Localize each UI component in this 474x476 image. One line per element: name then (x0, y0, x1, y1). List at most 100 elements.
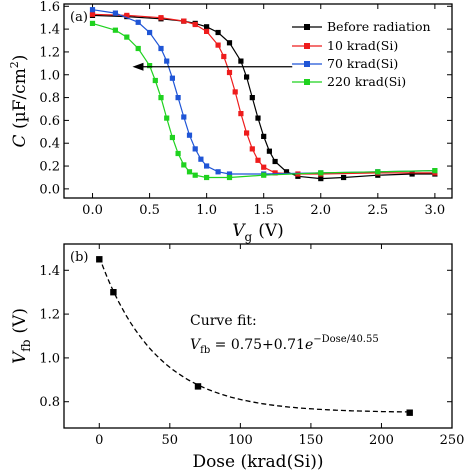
data-point (181, 162, 187, 168)
x-tick-label: 2.5 (367, 203, 388, 218)
fit-eq-rhs: = 0.75+0.71 (210, 337, 305, 353)
data-point (375, 169, 381, 175)
y-tick-label: 1.6 (39, 0, 60, 15)
data-point (112, 27, 118, 33)
data-point (244, 74, 250, 80)
x-tick-label: 3.0 (425, 203, 446, 218)
panel-a-legend: Before radiation 10 krad(Si) 70 krad(Si)… (292, 19, 431, 89)
data-point (181, 114, 187, 120)
data-point (238, 111, 244, 117)
legend-entry-before-radiation: Before radiation (292, 19, 431, 34)
x-tick-label: 150 (298, 433, 323, 448)
panel-a: 0.0 0.5 1.0 1.5 2.0 2.5 3.0 0.0 0.2 0.4 0.6 0.8 1.0 1… (8, 0, 453, 244)
data-point (198, 156, 204, 162)
data-point (204, 163, 210, 169)
legend-marker (304, 24, 310, 30)
x-tick-label: 100 (228, 433, 253, 448)
x-tick-label: 1.5 (253, 203, 274, 218)
data-point (135, 45, 141, 52)
panel-b-ticks: 0 50 100 150 200 250 0.8 1.0 1.2 1.4 (39, 244, 464, 448)
data-point (261, 164, 267, 170)
x-tick-label: 200 (369, 433, 394, 448)
data-point (255, 157, 261, 163)
data-point (112, 10, 118, 16)
y-tick-label: 0.6 (39, 114, 60, 129)
data-point (147, 63, 153, 69)
x-label-subscript: g (245, 230, 253, 244)
panel-b: 0 50 100 150 200 250 0.8 1.0 1.2 1.4 (b) Curve fi… (10, 243, 464, 472)
data-point (244, 130, 250, 136)
data-point (175, 150, 181, 157)
y-tick-label: 0.4 (39, 137, 60, 152)
panel-a-plot-frame (63, 3, 453, 199)
y-label-subscript: fb (19, 339, 33, 351)
data-point (192, 21, 198, 28)
legend-entry-70-krad: 70 krad(Si) (292, 56, 398, 71)
data-point (272, 158, 278, 165)
data-point (272, 170, 278, 176)
y-tick-label: 1.4 (39, 264, 60, 279)
data-point (261, 133, 267, 139)
y-label-symbol: V (10, 350, 30, 364)
y-tick-label: 1.0 (39, 351, 60, 366)
data-point (192, 146, 198, 152)
data-point (204, 174, 210, 181)
data-point (204, 28, 210, 34)
panel-a-series (89, 7, 438, 182)
data-point (181, 18, 187, 24)
data-point (89, 20, 96, 26)
y-label-unit: (V) (10, 308, 30, 334)
data-point (158, 45, 164, 52)
legend-label: 70 krad(Si) (327, 56, 398, 71)
data-point (255, 115, 261, 121)
data-point (175, 95, 181, 101)
data-point (135, 19, 141, 25)
data-point (169, 75, 175, 81)
data-point (221, 53, 227, 60)
panel-b-x-axis-label: Dose (krad(Si)) (192, 452, 323, 472)
data-point (341, 174, 347, 181)
legend-marker (304, 61, 310, 67)
data-point (158, 15, 164, 21)
y-label-symbol: C (10, 134, 30, 147)
y-tick-label: 0.0 (39, 182, 60, 197)
panel-a-y-axis-label: C (µF/cm2) (8, 55, 30, 148)
fit-eq-lhs: V (190, 337, 202, 353)
y-tick-label: 1.2 (39, 45, 60, 60)
y-label-superscript: 2 (8, 61, 21, 68)
panel-b-plot-frame (63, 243, 453, 429)
x-label-unit: (V) (258, 221, 284, 241)
x-tick-label: 2.0 (310, 203, 331, 218)
data-point (318, 176, 324, 182)
y-tick-label: 0.2 (39, 160, 60, 175)
series-line (92, 9, 435, 175)
panel-a-label: (a) (70, 10, 88, 25)
legend-entry-220-krad: 220 krad(Si) (292, 74, 406, 89)
fit-eq-e: e (305, 337, 313, 353)
fit-curve (98, 256, 410, 413)
x-tick-label: 50 (162, 433, 179, 448)
legend-label: Before radiation (327, 19, 431, 34)
data-point (432, 168, 438, 174)
legend-label: 220 krad(Si) (327, 74, 406, 89)
y-label-close: ) (10, 55, 30, 62)
fit-equation: Vfb = 0.75+0.71e−Dose/40.55 (190, 334, 379, 356)
data-point (169, 134, 175, 141)
series-3 (89, 20, 438, 181)
data-point (164, 58, 170, 64)
y-tick-label: 1.4 (39, 23, 60, 38)
data-point (215, 29, 221, 36)
series-1 (89, 11, 438, 177)
x-tick-label: 0.5 (139, 203, 160, 218)
x-label-symbol: V (232, 221, 246, 241)
x-tick-label: 0 (95, 433, 103, 448)
shift-arrow-head (132, 62, 144, 71)
data-point (186, 169, 193, 175)
data-point (226, 171, 233, 177)
legend-marker (304, 79, 310, 85)
legend-marker (304, 43, 310, 49)
data-point (110, 289, 117, 296)
data-point (152, 77, 158, 84)
panel-a-ticks: 0.0 0.5 1.0 1.5 2.0 2.5 3.0 0.0 0.2 0.4 0.6 0.8 1.0 1… (39, 0, 452, 218)
data-point (232, 89, 238, 95)
